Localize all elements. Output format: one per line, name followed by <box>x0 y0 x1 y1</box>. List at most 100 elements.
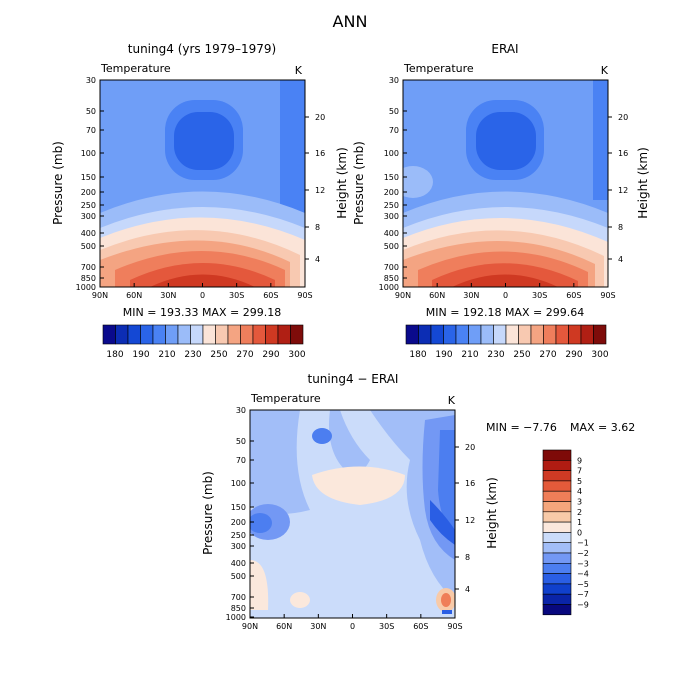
x-tick-label: 30S <box>379 622 394 631</box>
min-label: MIN = −7.76 <box>486 421 557 434</box>
min-max-label: MIN = 192.18 MAX = 299.64 <box>426 306 584 319</box>
colorbar-label: 9 <box>577 456 582 465</box>
x-tick-label: 30N <box>463 291 479 300</box>
y-tick-label: 70 <box>86 126 96 135</box>
colorbar-swatch <box>542 511 572 523</box>
colorbar-label: 270 <box>539 350 556 360</box>
y-tick-label: 100 <box>81 149 96 158</box>
colorbar-swatch <box>542 562 572 574</box>
min-max-label: MIN = 193.33 MAX = 299.18 <box>123 306 281 319</box>
colorbar-swatch <box>542 449 572 461</box>
colorbar-swatch <box>543 324 557 345</box>
y-right-tick-label: 12 <box>465 516 475 525</box>
y-tick-label: 200 <box>384 188 399 197</box>
y-tick-label: 70 <box>389 126 399 135</box>
y-right-tick-label: 16 <box>618 149 628 158</box>
colorbar-swatch <box>115 324 129 345</box>
y-axis-label: Pressure (mb) <box>51 141 65 225</box>
x-tick-label: 30S <box>229 291 244 300</box>
units-label: K <box>601 64 609 77</box>
colorbar-swatch <box>542 542 572 554</box>
colorbar-label: −3 <box>577 559 589 568</box>
colorbar-swatch <box>568 324 582 345</box>
colorbar-swatch <box>505 324 519 345</box>
y-tick-label: 400 <box>81 229 96 238</box>
colorbar-swatch <box>468 324 482 345</box>
y-tick-label: 150 <box>384 173 399 182</box>
contour-field <box>403 80 608 287</box>
colorbar-swatch <box>418 324 432 345</box>
field-label: Temperature <box>100 62 171 75</box>
colorbar-swatch <box>455 324 469 345</box>
max-label: MAX = 3.62 <box>570 421 635 434</box>
colorbar-swatch <box>542 604 572 616</box>
x-tick-label: 0 <box>200 291 205 300</box>
colorbar-swatch <box>127 324 141 345</box>
colorbar-swatch <box>215 324 229 345</box>
y-ticks-right: 20 16 12 8 4 <box>608 113 628 264</box>
x-tick-label: 0 <box>503 291 508 300</box>
colorbar-swatch <box>177 324 191 345</box>
y-right-tick-label: 4 <box>618 255 623 264</box>
field-label: Temperature <box>403 62 474 75</box>
y-ticks-right: 20 16 12 8 4 <box>455 443 475 594</box>
colorbar-swatch <box>518 324 532 345</box>
colorbar-swatch <box>542 459 572 471</box>
y-right-tick-label: 12 <box>618 186 628 195</box>
colorbar: 180 190 210 230 250 270 290 300 <box>102 324 306 360</box>
panel-erai: ERAI Temperature K Pressure (mb) Height … <box>352 42 650 360</box>
x-ticks: 90N 60N 30N 0 30S 60S 90S <box>395 283 616 300</box>
colorbar-swatch <box>405 324 419 345</box>
x-tick-label: 90S <box>297 291 312 300</box>
colorbar-swatch <box>140 324 154 345</box>
panel-difference: tuning4 − ERAI Temperature K Pressure (m… <box>201 372 635 631</box>
x-ticks: 90N 60N 30N 0 30S 60S 90S <box>92 283 313 300</box>
y-tick-label: 150 <box>81 173 96 182</box>
y-tick-label: 30 <box>236 406 246 415</box>
colorbar-label: 250 <box>210 350 227 360</box>
y-tick-label: 300 <box>81 212 96 221</box>
colorbar-swatch <box>443 324 457 345</box>
colorbar-swatch <box>152 324 166 345</box>
x-tick-label: 60S <box>566 291 581 300</box>
colorbar: 180 190 210 230 250 270 290 300 <box>405 324 609 360</box>
colorbar-label: −2 <box>577 549 589 558</box>
colorbar-swatch <box>542 552 572 564</box>
colorbar-swatch <box>530 324 544 345</box>
x-tick-label: 90N <box>395 291 411 300</box>
y-tick-label: 300 <box>384 212 399 221</box>
y-tick-label: 250 <box>81 201 96 210</box>
y-tick-label: 50 <box>86 107 96 116</box>
colorbar-swatch <box>480 324 494 345</box>
y-tick-label: 850 <box>384 274 399 283</box>
y-axis-label-right: Height (km) <box>636 147 650 218</box>
y-right-tick-label: 4 <box>465 585 470 594</box>
y-tick-label: 100 <box>384 149 399 158</box>
colorbar-swatch <box>542 593 572 605</box>
colorbar-label: 180 <box>409 350 426 360</box>
units-label: K <box>448 394 456 407</box>
colorbar-label: 190 <box>132 350 149 360</box>
y-tick-label: 50 <box>236 437 246 446</box>
y-tick-label: 250 <box>231 531 246 540</box>
colorbar-label: 250 <box>513 350 530 360</box>
colorbar-swatch <box>555 324 569 345</box>
colorbar-label: 5 <box>577 477 582 486</box>
colorbar-label: 190 <box>435 350 452 360</box>
y-tick-label: 500 <box>81 242 96 251</box>
colorbar-label: 210 <box>158 350 175 360</box>
y-tick-label: 700 <box>384 263 399 272</box>
x-tick-label: 30S <box>532 291 547 300</box>
colorbar-label: −5 <box>577 580 589 589</box>
colorbar-swatch <box>542 583 572 595</box>
colorbar-label: 230 <box>487 350 504 360</box>
y-right-tick-label: 8 <box>315 223 320 232</box>
colorbar-label: 7 <box>577 467 582 476</box>
y-tick-label: 700 <box>81 263 96 272</box>
y-tick-label: 70 <box>236 456 246 465</box>
panel-title: tuning4 − ERAI <box>308 372 399 386</box>
y-right-tick-label: 20 <box>315 113 325 122</box>
colorbar-swatch <box>542 470 572 482</box>
